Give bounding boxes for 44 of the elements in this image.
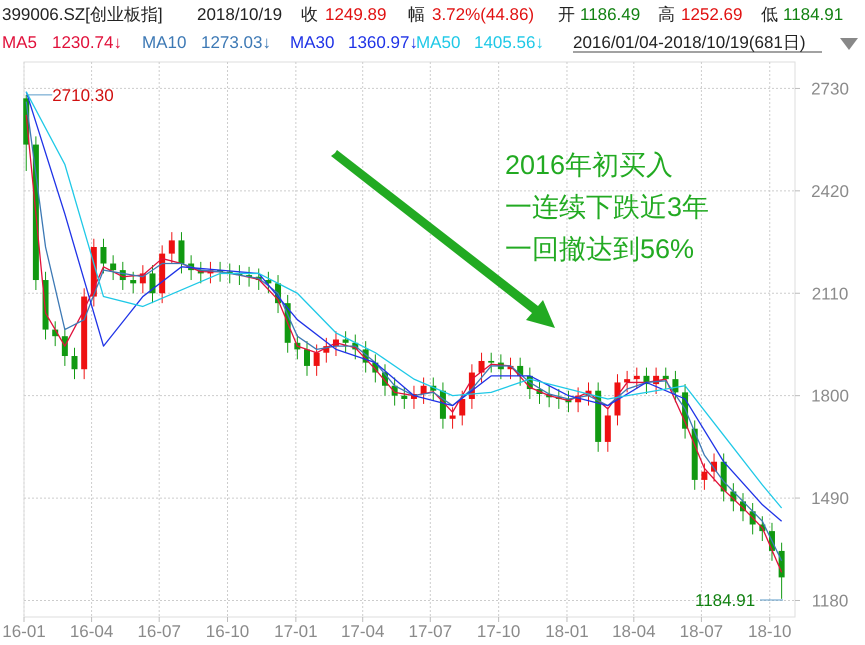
text: 1249.89 [325,5,386,24]
x-tick-label: 16-04 [70,622,114,641]
y-tick-label: 2110 [812,284,848,304]
text: MA10 [142,33,186,52]
y-tick-label: 2420 [811,182,849,201]
chart-subtitle: 2016/01/04-2018/10/19(681日) [573,33,806,52]
x-tick-label: 18-01 [545,622,589,641]
text: 1360.97↓ [348,33,418,52]
text: 1230.74↓ [52,33,122,52]
annotation: 1184.91 [695,591,756,610]
x-tick-label: 16-01 [2,622,46,641]
text: 收 [301,5,318,24]
y-tick-label: 1180 [812,591,848,610]
annotation: 2016年初买入 [505,150,674,180]
y-tick-label: 1800 [811,386,849,406]
y-tick-label: 2730 [811,79,849,98]
x-tick-label: 17-01 [274,622,318,641]
text: 1405.56↓ [474,33,544,52]
y-tick-label: 1490 [811,489,849,508]
x-tick-label: 17-07 [408,622,452,641]
x-tick-label: 18-04 [612,622,656,641]
annotation: 一回撤达到56% [505,234,694,264]
annotation: 一连续下跌近3年 [505,192,710,222]
text: 3.72%(44.86) [432,5,534,24]
text: MA30 [290,33,334,52]
text: 1273.03↓ [201,33,271,52]
x-tick-label: 17-04 [340,622,384,641]
text: MA5 [2,33,37,52]
x-tick-label: 16-07 [137,622,181,641]
annotation: 2710.30 [52,86,114,105]
text: 幅 [408,5,425,24]
x-tick-label: 17-10 [476,622,520,641]
chart-title: 399006.SZ[创业板指] [2,5,163,24]
text: 2018/10/19 [197,5,282,24]
x-tick-label: 18-10 [748,622,792,641]
x-tick-label: 18-07 [680,622,724,641]
text: 低 [761,5,778,24]
text: 高 [658,5,675,24]
text: 1184.91 [783,5,844,24]
text: 1252.69 [681,5,742,24]
text: 1186.49 [580,5,640,24]
text: MA50 [416,33,460,52]
text: 开 [558,5,575,24]
x-tick-label: 16-10 [206,622,250,641]
